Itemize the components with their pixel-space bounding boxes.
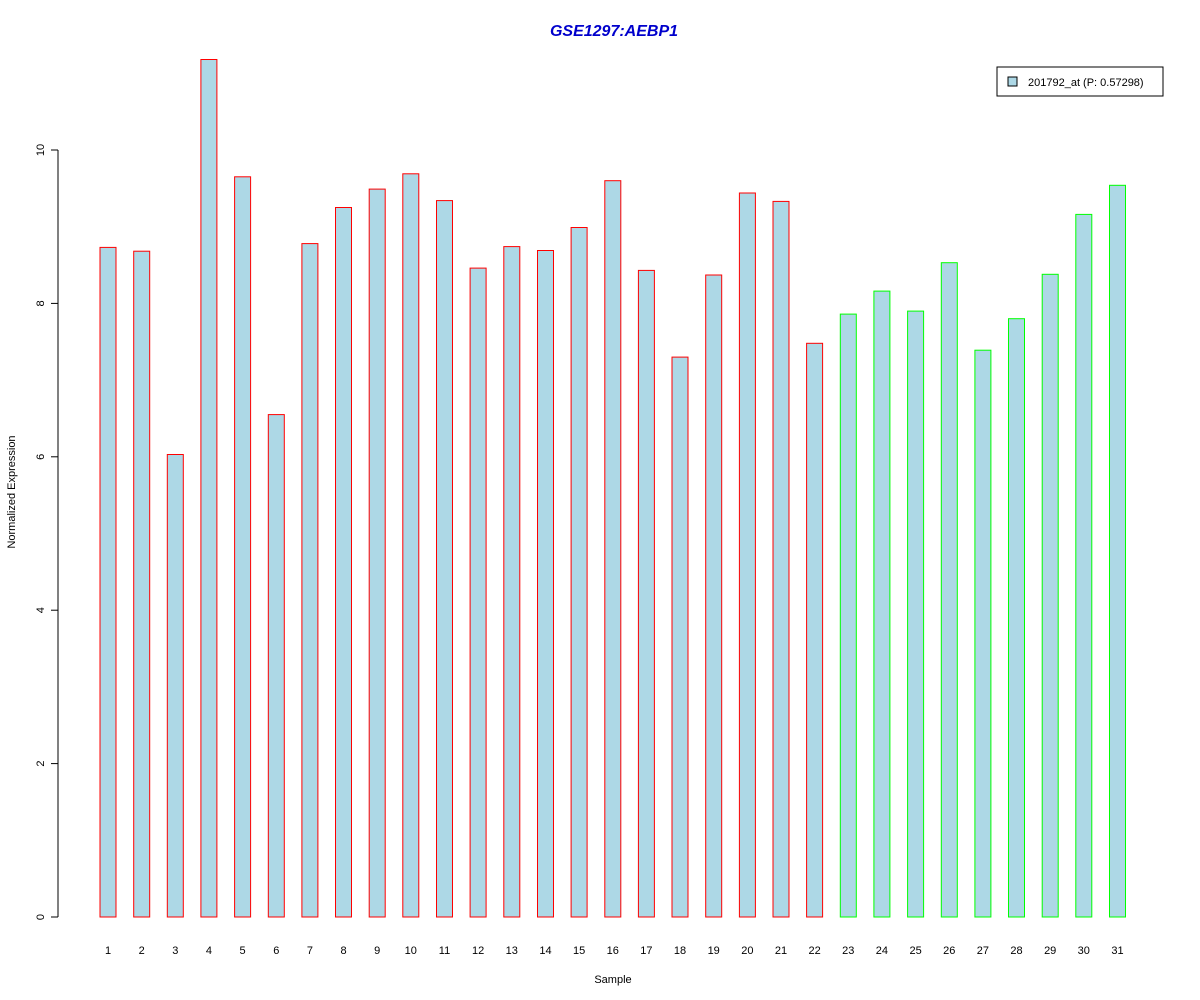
x-tick-labels: 1 2 3 4 5 6 7 8 9 10 11 12 13 14 15 16 17 18 19 20 21 22 23 24 2…	[105, 945, 1124, 957]
bar	[1041, 273, 1059, 918]
x-tick-label: 12	[472, 945, 484, 957]
x-tick-label: 15	[573, 945, 585, 957]
bar	[166, 454, 184, 918]
x-tick-label: 5	[240, 945, 246, 957]
y-tick-label: 10	[35, 144, 47, 156]
x-tick-label: 4	[206, 945, 212, 957]
bar	[839, 313, 857, 918]
x-tick-label: 24	[876, 945, 888, 957]
x-tick-label: 9	[374, 945, 380, 957]
x-tick-label: 11	[439, 945, 450, 957]
bar	[907, 310, 925, 918]
y-tick-label: 8	[35, 300, 47, 306]
x-tick-label: 2	[139, 945, 145, 957]
x-tick-label: 16	[607, 945, 619, 957]
x-tick-label: 27	[977, 945, 989, 957]
chart-title: GSE1297:AEBP1	[550, 23, 678, 40]
legend-swatch	[1007, 76, 1018, 87]
bar	[974, 349, 992, 918]
y-tick-label: 6	[35, 454, 47, 460]
legend-box	[996, 66, 1164, 97]
bars	[99, 59, 1126, 918]
bar	[604, 180, 622, 918]
bar	[335, 207, 352, 918]
x-tick-label: 19	[708, 945, 720, 957]
legend: 201792_at (P: 0.57298)	[996, 66, 1164, 97]
bar	[873, 290, 891, 918]
y-tick-label: 2	[35, 761, 47, 767]
x-tick-label: 30	[1078, 945, 1090, 957]
x-tick-label: 3	[172, 945, 178, 957]
x-tick-label: 13	[506, 945, 518, 957]
x-axis-label: Sample	[594, 974, 631, 986]
bar	[637, 269, 655, 918]
bar	[200, 59, 218, 918]
bar	[402, 173, 420, 918]
bar	[738, 192, 756, 918]
bar	[772, 200, 790, 918]
x-tick-label: 7	[307, 945, 313, 957]
bar	[368, 188, 386, 918]
bar	[940, 262, 958, 918]
bar	[1109, 184, 1126, 918]
bar	[469, 267, 487, 918]
bar	[267, 414, 285, 918]
x-tick-label: 21	[775, 945, 787, 957]
x-tick-label: 26	[943, 945, 955, 957]
x-tick-label: 25	[909, 945, 921, 957]
bar	[537, 250, 554, 918]
y-axis: 0 2 4 6 8 10	[35, 144, 59, 920]
x-tick-label: 18	[674, 945, 686, 957]
bar	[1008, 318, 1025, 918]
bar	[301, 243, 319, 918]
x-tick-label: 1	[105, 945, 111, 957]
x-tick-label: 17	[640, 945, 652, 957]
bar	[806, 342, 824, 918]
bar	[705, 274, 723, 918]
bar	[234, 176, 252, 918]
legend-label: 201792_at (P: 0.57298)	[1028, 77, 1144, 89]
bar	[133, 250, 151, 918]
y-tick-label: 0	[35, 914, 47, 920]
x-tick-label: 8	[340, 945, 346, 957]
y-axis-label: Normalized Expression	[6, 435, 18, 548]
bar	[99, 246, 117, 918]
x-tick-label: 22	[808, 945, 820, 957]
x-tick-label: 23	[842, 945, 854, 957]
x-tick-label: 10	[405, 945, 417, 957]
bar	[436, 200, 453, 918]
x-tick-label: 14	[539, 945, 551, 957]
x-tick-label: 28	[1010, 945, 1022, 957]
x-tick-label: 31	[1111, 945, 1123, 957]
bar	[503, 246, 521, 918]
bar	[671, 356, 689, 918]
bar	[570, 227, 588, 918]
x-tick-label: 20	[741, 945, 753, 957]
x-tick-label: 6	[273, 945, 279, 957]
bar	[1075, 213, 1093, 918]
y-tick-label: 4	[35, 607, 47, 613]
x-tick-label: 29	[1044, 945, 1056, 957]
